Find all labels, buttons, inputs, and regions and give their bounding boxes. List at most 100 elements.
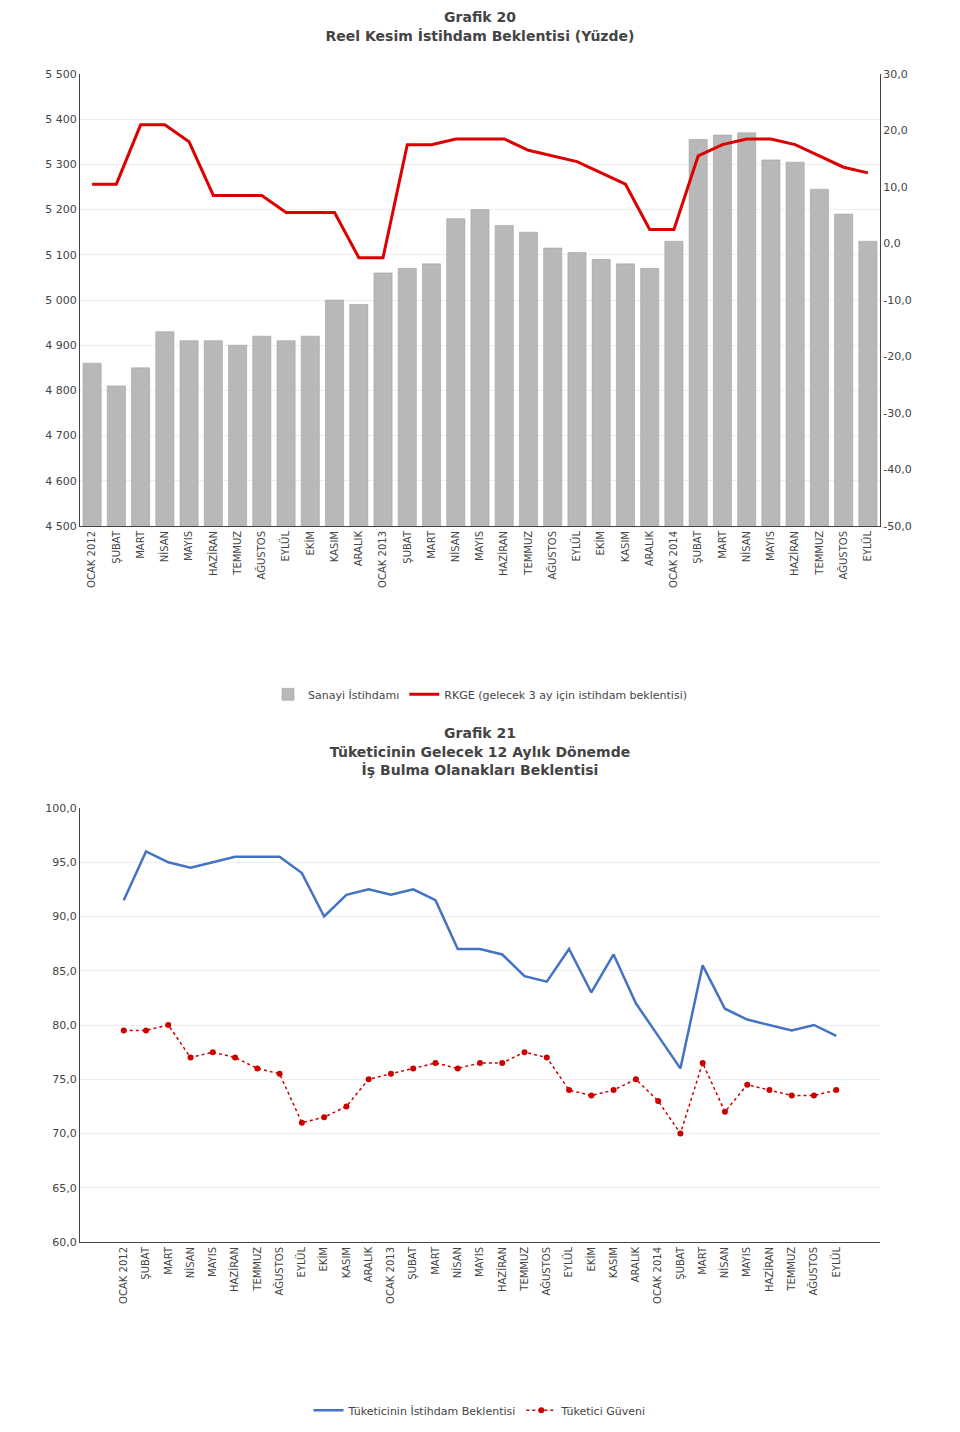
- svg-text:ARALIK: ARALIK: [363, 1247, 374, 1283]
- svg-text:-30,0: -30,0: [883, 407, 911, 420]
- svg-text:HAZİRAN: HAZİRAN: [788, 531, 800, 576]
- svg-text:MAYIS: MAYIS: [474, 1247, 485, 1277]
- svg-text:ARALIK: ARALIK: [353, 531, 364, 567]
- svg-text:5 300: 5 300: [45, 158, 77, 171]
- svg-text:75,0: 75,0: [52, 1073, 77, 1086]
- svg-text:EYLÜL: EYLÜL: [570, 531, 582, 562]
- svg-text:4 500: 4 500: [45, 520, 77, 533]
- svg-text:NİSAN: NİSAN: [740, 531, 752, 562]
- svg-text:AĞUSTOS: AĞUSTOS: [837, 531, 849, 579]
- svg-text:4 700: 4 700: [45, 429, 77, 442]
- svg-text:KASIM: KASIM: [608, 1247, 619, 1278]
- svg-text:MART: MART: [135, 530, 146, 559]
- svg-text:RKGE (gelecek 3 ay için istihd: RKGE (gelecek 3 ay için istihdam beklent…: [444, 689, 687, 702]
- svg-text:95,0: 95,0: [52, 856, 77, 869]
- svg-text:4 800: 4 800: [45, 384, 77, 397]
- svg-text:KASIM: KASIM: [341, 1247, 352, 1278]
- svg-text:Grafik 20Reel Kesim İstihdam B: Grafik 20Reel Kesim İstihdam Beklentisi …: [326, 9, 635, 43]
- svg-text:MART: MART: [430, 1246, 441, 1275]
- svg-text:EYLÜL: EYLÜL: [562, 1247, 574, 1278]
- svg-text:-10,0: -10,0: [883, 294, 911, 307]
- svg-text:EYLÜL: EYLÜL: [279, 531, 291, 562]
- svg-text:5 500: 5 500: [45, 68, 77, 81]
- svg-text:NİSAN: NİSAN: [184, 1247, 196, 1278]
- svg-text:HAZİRAN: HAZİRAN: [228, 1247, 240, 1292]
- svg-text:MAYIS: MAYIS: [207, 1247, 218, 1277]
- svg-text:60,0: 60,0: [52, 1236, 77, 1249]
- svg-text:OCAK 2013: OCAK 2013: [377, 531, 388, 588]
- svg-text:OCAK 2013: OCAK 2013: [385, 1247, 396, 1304]
- svg-text:EYLÜL: EYLÜL: [861, 531, 873, 562]
- svg-text:80,0: 80,0: [52, 1019, 77, 1032]
- svg-text:100,0: 100,0: [45, 802, 77, 815]
- svg-text:ŞUBAT: ŞUBAT: [407, 1246, 418, 1280]
- svg-text:MAYIS: MAYIS: [183, 531, 194, 561]
- svg-text:Sanayi İstihdamı: Sanayi İstihdamı: [308, 689, 399, 702]
- svg-text:HAZİRAN: HAZİRAN: [763, 1247, 775, 1292]
- svg-text:4 600: 4 600: [45, 475, 77, 488]
- svg-text:EKİM: EKİM: [585, 1247, 597, 1271]
- svg-text:10,0: 10,0: [883, 181, 908, 194]
- svg-text:85,0: 85,0: [52, 965, 77, 978]
- svg-text:ŞUBAT: ŞUBAT: [140, 1246, 151, 1280]
- svg-text:OCAK 2012: OCAK 2012: [118, 1247, 129, 1304]
- svg-text:-20,0: -20,0: [883, 350, 911, 363]
- svg-text:NİSAN: NİSAN: [158, 531, 170, 562]
- svg-text:MART: MART: [163, 1246, 174, 1275]
- svg-text:TEMMUZ: TEMMUZ: [519, 1247, 530, 1292]
- svg-text:EKİM: EKİM: [304, 531, 316, 555]
- svg-text:90,0: 90,0: [52, 910, 77, 923]
- svg-text:5 200: 5 200: [45, 203, 77, 216]
- svg-text:65,0: 65,0: [52, 1182, 77, 1195]
- svg-text:5 000: 5 000: [45, 294, 77, 307]
- svg-text:KASIM: KASIM: [329, 531, 340, 562]
- svg-text:MAYIS: MAYIS: [474, 531, 485, 561]
- svg-text:ARALIK: ARALIK: [630, 1247, 641, 1283]
- svg-text:4 900: 4 900: [45, 339, 77, 352]
- svg-text:TEMMUZ: TEMMUZ: [786, 1247, 797, 1292]
- svg-text:HAZİRAN: HAZİRAN: [497, 531, 509, 576]
- svg-text:Grafik 21Tüketicinin Gelecek 1: Grafik 21Tüketicinin Gelecek 12 Aylık Dö…: [330, 725, 630, 777]
- svg-text:EKİM: EKİM: [594, 531, 606, 555]
- svg-text:TEMMUZ: TEMMUZ: [232, 531, 243, 576]
- svg-text:ŞUBAT: ŞUBAT: [692, 530, 703, 564]
- svg-text:EYLÜL: EYLÜL: [295, 1247, 307, 1278]
- svg-text:AĞUSTOS: AĞUSTOS: [255, 531, 267, 579]
- svg-text:OCAK 2012: OCAK 2012: [86, 531, 97, 588]
- svg-text:KASIM: KASIM: [620, 531, 631, 562]
- svg-text:ŞUBAT: ŞUBAT: [402, 530, 413, 564]
- svg-text:AĞUSTOS: AĞUSTOS: [273, 1247, 285, 1295]
- svg-text:MART: MART: [697, 1246, 708, 1275]
- svg-text:20,0: 20,0: [883, 124, 908, 137]
- svg-text:ŞUBAT: ŞUBAT: [675, 1246, 686, 1280]
- svg-text:EYLÜL: EYLÜL: [830, 1247, 842, 1278]
- svg-text:AĞUSTOS: AĞUSTOS: [546, 531, 558, 579]
- svg-text:MAYIS: MAYIS: [765, 531, 776, 561]
- svg-text:TEMMUZ: TEMMUZ: [523, 531, 534, 576]
- svg-text:Tüketicinin İstihdam Beklentis: Tüketicinin İstihdam Beklentisi: [348, 1405, 516, 1418]
- svg-text:TEMMUZ: TEMMUZ: [814, 531, 825, 576]
- svg-text:-50,0: -50,0: [883, 520, 911, 533]
- svg-text:30,0: 30,0: [883, 68, 908, 81]
- svg-text:NİSAN: NİSAN: [451, 1247, 463, 1278]
- svg-text:ARALIK: ARALIK: [644, 531, 655, 567]
- svg-text:MART: MART: [717, 530, 728, 559]
- svg-text:OCAK 2014: OCAK 2014: [668, 531, 679, 588]
- svg-text:MAYIS: MAYIS: [741, 1247, 752, 1277]
- svg-text:EKİM: EKİM: [317, 1247, 329, 1271]
- svg-text:TEMMUZ: TEMMUZ: [252, 1247, 263, 1292]
- svg-text:NİSAN: NİSAN: [718, 1247, 730, 1278]
- svg-text:AĞUSTOS: AĞUSTOS: [540, 1247, 552, 1295]
- svg-text:-40,0: -40,0: [883, 463, 911, 476]
- svg-text:70,0: 70,0: [52, 1127, 77, 1140]
- svg-text:0,0: 0,0: [883, 237, 901, 250]
- svg-text:NİSAN: NİSAN: [449, 531, 461, 562]
- svg-text:AĞUSTOS: AĞUSTOS: [807, 1247, 819, 1295]
- svg-text:HAZİRAN: HAZİRAN: [207, 531, 219, 576]
- svg-text:Tüketici Güveni: Tüketici Güveni: [560, 1405, 645, 1418]
- svg-text:ŞUBAT: ŞUBAT: [111, 530, 122, 564]
- svg-text:5 100: 5 100: [45, 249, 77, 262]
- svg-text:5 400: 5 400: [45, 113, 77, 126]
- svg-text:MART: MART: [426, 530, 437, 559]
- svg-text:HAZİRAN: HAZİRAN: [496, 1247, 508, 1292]
